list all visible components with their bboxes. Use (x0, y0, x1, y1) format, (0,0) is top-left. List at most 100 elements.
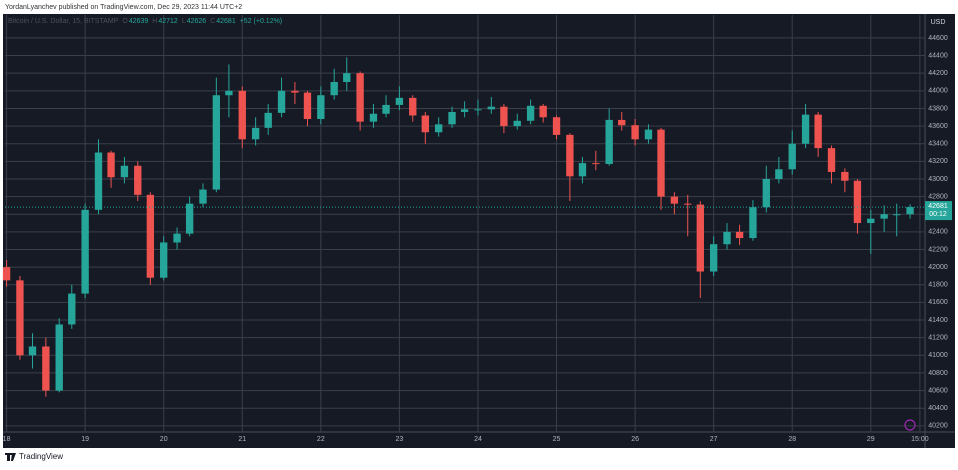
candle-body (631, 125, 639, 140)
legend-c-label: C (210, 18, 215, 25)
candle-body (94, 152, 103, 210)
candle-body (343, 73, 351, 83)
y-tick-label: 43400 (928, 141, 948, 148)
y-tick-label: 41800 (928, 282, 948, 289)
candle-body (382, 104, 390, 114)
candle-body (238, 90, 246, 140)
y-tick-label: 42800 (928, 193, 948, 200)
candle-body (277, 90, 286, 113)
legend-o-label: O (122, 18, 128, 25)
y-tick-label: 44400 (928, 52, 948, 59)
candle-body (801, 114, 810, 144)
candle-body (723, 231, 731, 245)
y-tick-label: 44200 (928, 70, 948, 77)
legend-c: 42681 (216, 18, 236, 25)
candle-body (880, 214, 888, 219)
x-tick-label: 25 (553, 436, 561, 443)
candle-body (120, 165, 129, 178)
y-tick-label: 42400 (928, 229, 948, 236)
legend-h: 42712 (158, 18, 178, 25)
x-tick-label: 29 (867, 436, 875, 443)
x-tick-label: 15:00 (911, 436, 929, 443)
x-tick-label: 27 (710, 436, 718, 443)
brand-logo (5, 453, 16, 461)
candle-body (107, 152, 115, 178)
candle-body (841, 171, 849, 181)
candle-body (539, 105, 547, 118)
candle-body (867, 218, 875, 224)
candle-body (146, 194, 155, 278)
candle-body (212, 95, 221, 190)
candle-body (474, 109, 482, 111)
y-tick-label: 40600 (928, 387, 948, 394)
candle-body (330, 82, 338, 96)
candle-body (814, 114, 822, 149)
candle-body (251, 127, 260, 140)
candle-body (185, 203, 194, 234)
y-tick-label: 43800 (928, 105, 948, 112)
event-icon (904, 419, 916, 431)
plot-area: 40200 40400 40600 40800 41000 41200 41400 41600… (3, 15, 948, 443)
candle-body (264, 112, 272, 128)
last-price-label: 42681 (928, 203, 948, 210)
candle-body (409, 97, 417, 116)
candle-body (762, 178, 770, 208)
candle-body (500, 106, 508, 127)
y-tick-label: 42200 (928, 246, 948, 253)
candle-body (460, 109, 469, 112)
candle-body (435, 124, 443, 133)
y-tick-label: 41000 (928, 352, 948, 359)
candle-body (618, 119, 626, 126)
candle-body (42, 346, 50, 391)
candle-body (225, 90, 233, 96)
candle-body (775, 169, 783, 179)
legend-l-label: L (182, 18, 186, 25)
legend-symbol: Bitcoin / U.S. Dollar, 15, BITSTAMP (8, 18, 119, 25)
candle-body (68, 293, 76, 325)
y-tick-label: 40400 (928, 405, 948, 412)
candle-body (291, 90, 299, 93)
legend-o: 42639 (129, 18, 149, 25)
candle-body (55, 324, 63, 391)
candle-body (16, 280, 24, 356)
candle-body (893, 214, 901, 216)
candle-body (827, 148, 836, 172)
candle-body (173, 233, 181, 243)
candle-body (709, 244, 718, 272)
candle-body (684, 203, 692, 205)
y-tick-label: 43200 (928, 158, 948, 165)
candle-body (526, 105, 535, 121)
candle-body (578, 163, 587, 177)
candle-body (395, 97, 404, 105)
candle-body (749, 207, 757, 239)
x-tick-label: 22 (317, 436, 325, 443)
y-tick-label: 41600 (928, 299, 948, 306)
x-tick-label: 26 (631, 436, 639, 443)
y-tick-label: 43600 (928, 123, 948, 130)
candle-body (735, 231, 744, 239)
legend-l: 42626 (187, 18, 207, 25)
y-tick-label: 40200 (928, 423, 948, 430)
candle-body (592, 163, 600, 165)
candle-body (448, 111, 456, 125)
x-tick-label: 18 (3, 436, 11, 443)
candle-body (303, 92, 312, 120)
author-line: YordanLyanchev published on TradingView.… (5, 4, 242, 11)
y-tick-label: 40800 (928, 370, 948, 377)
x-tick-label: 24 (474, 436, 482, 443)
candle-body (788, 143, 796, 170)
candle-body (134, 165, 142, 195)
y-tick-label: 44000 (928, 88, 948, 95)
y-tick-label: 41400 (928, 317, 948, 324)
chart-background (3, 14, 955, 448)
brand-name: TradingView (19, 452, 63, 461)
x-tick-label: 19 (81, 436, 89, 443)
candle-body (657, 129, 665, 197)
candle-body (552, 117, 561, 135)
candle-body (199, 189, 207, 204)
x-tick-label: 23 (395, 436, 403, 443)
candle-body (81, 209, 89, 294)
y-tick-label: 41200 (928, 335, 948, 342)
candle-body (670, 196, 679, 204)
